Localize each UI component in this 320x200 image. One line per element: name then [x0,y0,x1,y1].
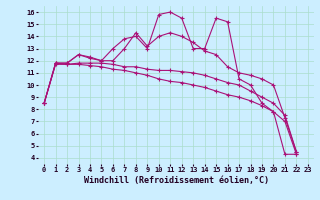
X-axis label: Windchill (Refroidissement éolien,°C): Windchill (Refroidissement éolien,°C) [84,176,268,185]
